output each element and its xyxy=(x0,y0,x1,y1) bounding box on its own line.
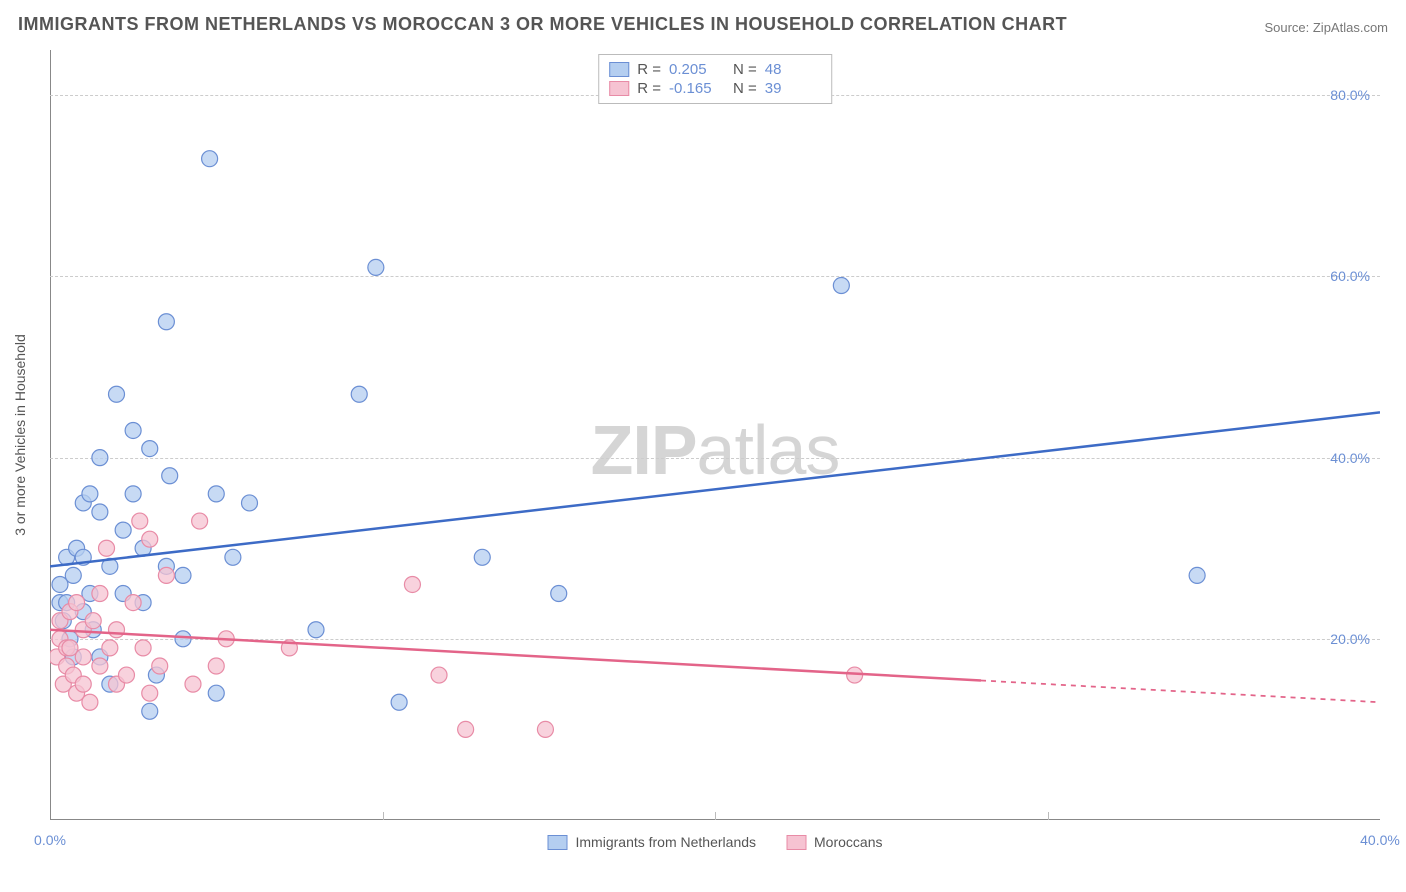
stats-value-n: 39 xyxy=(765,80,821,97)
scatter-point xyxy=(391,694,407,710)
scatter-point xyxy=(92,504,108,520)
scatter-point xyxy=(75,649,91,665)
scatter-point xyxy=(125,422,141,438)
scatter-point xyxy=(142,441,158,457)
scatter-point xyxy=(208,685,224,701)
stats-label-n: N = xyxy=(733,61,757,78)
scatter-point xyxy=(185,676,201,692)
scatter-point xyxy=(85,613,101,629)
scatter-point xyxy=(175,567,191,583)
scatter-point xyxy=(192,513,208,529)
trend-line xyxy=(50,412,1380,566)
scatter-point xyxy=(308,622,324,638)
scatter-point xyxy=(142,685,158,701)
scatter-point xyxy=(551,586,567,602)
scatter-point xyxy=(65,567,81,583)
trend-line xyxy=(50,630,981,681)
series-legend-item: Immigrants from Netherlands xyxy=(548,834,757,850)
scatter-point xyxy=(142,703,158,719)
legend-swatch xyxy=(609,81,629,96)
scatter-point xyxy=(135,640,151,656)
scatter-point xyxy=(202,151,218,167)
stats-label-r: R = xyxy=(637,61,661,78)
x-tick-label: 40.0% xyxy=(1360,832,1400,848)
scatter-point xyxy=(242,495,258,511)
stats-value-n: 48 xyxy=(765,61,821,78)
scatter-point xyxy=(92,658,108,674)
trend-line-dashed xyxy=(981,680,1380,702)
scatter-point xyxy=(92,450,108,466)
stats-label-n: N = xyxy=(733,80,757,97)
scatter-point xyxy=(132,513,148,529)
legend-swatch xyxy=(609,62,629,77)
scatter-point xyxy=(368,259,384,275)
scatter-point xyxy=(115,522,131,538)
stats-value-r: -0.165 xyxy=(669,80,725,97)
scatter-point xyxy=(162,468,178,484)
scatter-point xyxy=(152,658,168,674)
legend-swatch xyxy=(548,835,568,850)
scatter-point xyxy=(75,676,91,692)
scatter-point xyxy=(82,486,98,502)
scatter-point xyxy=(404,576,420,592)
legend-label: Immigrants from Netherlands xyxy=(576,834,757,850)
scatter-point xyxy=(82,694,98,710)
stats-label-r: R = xyxy=(637,80,661,97)
plot-svg xyxy=(50,50,1380,820)
correlation-chart: 3 or more Vehicles in Household ZIPatlas… xyxy=(50,50,1380,820)
source-attribution: Source: ZipAtlas.com xyxy=(1264,20,1388,35)
scatter-point xyxy=(208,658,224,674)
scatter-point xyxy=(474,549,490,565)
scatter-point xyxy=(458,721,474,737)
scatter-point xyxy=(125,486,141,502)
scatter-point xyxy=(102,640,118,656)
scatter-point xyxy=(225,549,241,565)
y-axis-label: 3 or more Vehicles in Household xyxy=(12,334,28,536)
scatter-point xyxy=(118,667,134,683)
scatter-point xyxy=(158,314,174,330)
legend-swatch xyxy=(786,835,806,850)
scatter-point xyxy=(125,595,141,611)
scatter-point xyxy=(833,278,849,294)
chart-title: IMMIGRANTS FROM NETHERLANDS VS MOROCCAN … xyxy=(18,14,1067,35)
x-tick-label: 0.0% xyxy=(34,832,66,848)
stats-legend-row: R = -0.165 N = 39 xyxy=(609,80,821,97)
stats-legend-row: R = 0.205 N = 48 xyxy=(609,61,821,78)
scatter-point xyxy=(1189,567,1205,583)
scatter-point xyxy=(69,595,85,611)
scatter-point xyxy=(351,386,367,402)
series-legend-item: Moroccans xyxy=(786,834,882,850)
scatter-point xyxy=(109,622,125,638)
stats-value-r: 0.205 xyxy=(669,61,725,78)
scatter-point xyxy=(431,667,447,683)
scatter-point xyxy=(142,531,158,547)
scatter-point xyxy=(537,721,553,737)
scatter-point xyxy=(92,586,108,602)
scatter-point xyxy=(109,386,125,402)
scatter-point xyxy=(208,486,224,502)
stats-legend: R = 0.205 N = 48 R = -0.165 N = 39 xyxy=(598,54,832,104)
plot-area: ZIPatlas R =0.205N =48R =-0.165N =39 20.… xyxy=(50,50,1380,820)
scatter-point xyxy=(99,540,115,556)
scatter-point xyxy=(158,567,174,583)
legend-label: Moroccans xyxy=(814,834,882,850)
series-legend: Immigrants from Netherlands Moroccans xyxy=(548,834,883,850)
scatter-point xyxy=(175,631,191,647)
